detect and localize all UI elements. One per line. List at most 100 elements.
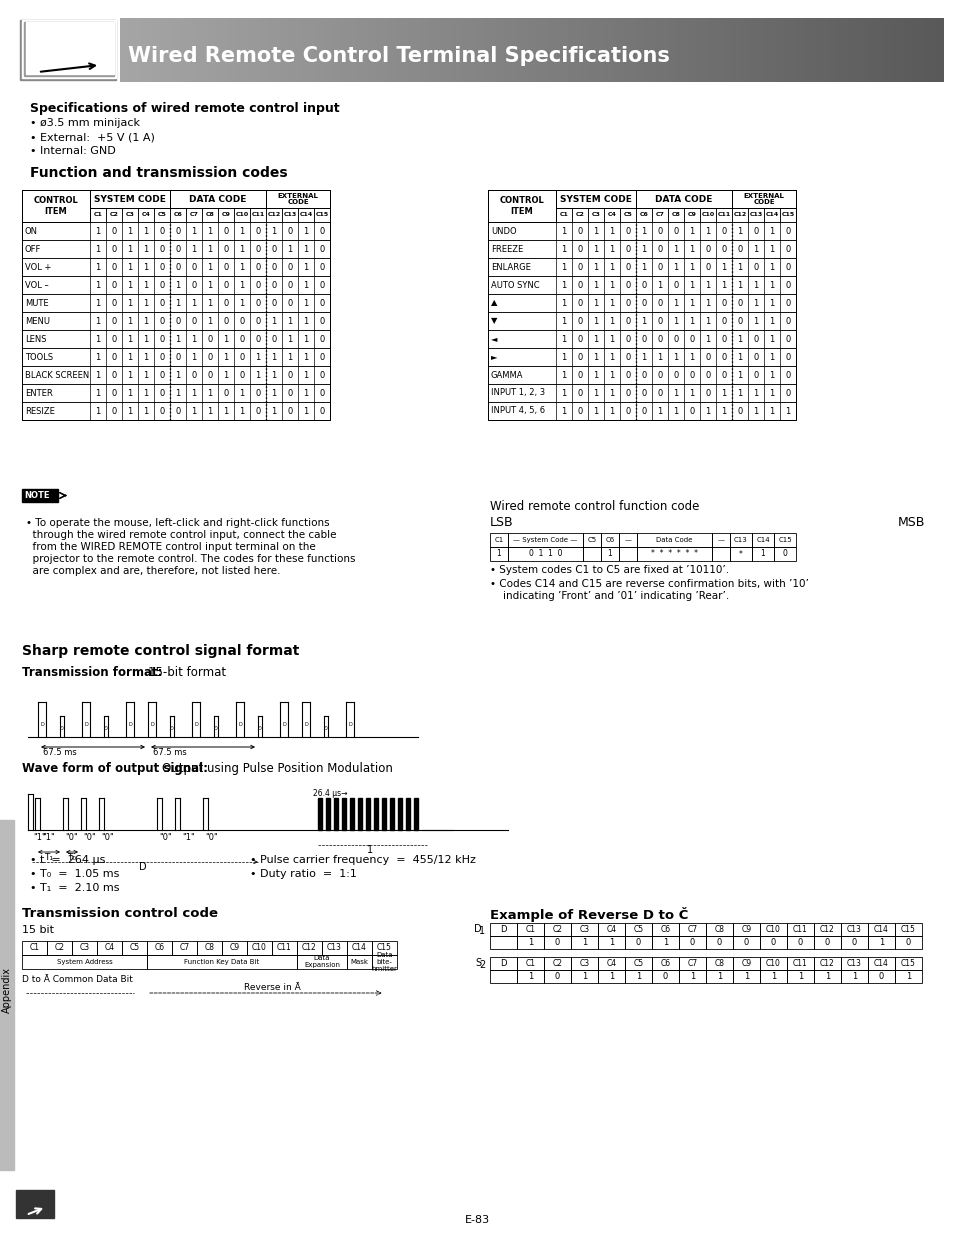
Bar — [488, 348, 795, 366]
Text: INPUT 4, 5, 6: INPUT 4, 5, 6 — [491, 406, 544, 415]
Bar — [153, 207, 170, 222]
Bar — [266, 190, 330, 207]
Text: 1: 1 — [704, 406, 710, 415]
Bar — [517, 936, 543, 948]
Text: C9: C9 — [740, 960, 751, 968]
Bar — [488, 294, 795, 312]
Text: 0: 0 — [319, 335, 324, 343]
Text: 0: 0 — [159, 316, 165, 326]
Text: 1: 1 — [207, 299, 213, 308]
Text: 1: 1 — [609, 226, 614, 236]
Bar — [813, 957, 841, 969]
Text: 0: 0 — [625, 245, 630, 253]
Text: 0: 0 — [223, 280, 229, 289]
Text: C6: C6 — [639, 212, 648, 217]
Text: S: S — [475, 958, 480, 968]
Text: Data Code: Data Code — [656, 537, 692, 543]
Text: 1: 1 — [560, 263, 566, 272]
Text: 1: 1 — [609, 352, 614, 362]
Bar — [636, 190, 731, 207]
Text: C10: C10 — [765, 925, 781, 934]
Text: BLACK SCREEN: BLACK SCREEN — [25, 370, 90, 379]
Text: 0: 0 — [640, 335, 646, 343]
Text: 1: 1 — [560, 299, 566, 308]
Text: 1: 1 — [95, 370, 100, 379]
Bar — [266, 207, 282, 222]
Bar — [350, 798, 354, 830]
Text: 1: 1 — [128, 352, 132, 362]
Text: C12: C12 — [820, 925, 834, 934]
Text: 1: 1 — [657, 406, 662, 415]
Text: D: D — [474, 925, 481, 935]
Text: 1: 1 — [673, 352, 678, 362]
Bar — [763, 207, 780, 222]
Bar — [651, 957, 679, 969]
Text: 1: 1 — [175, 389, 180, 398]
Text: 1: 1 — [609, 280, 614, 289]
Text: C1: C1 — [525, 960, 535, 968]
Text: 1: 1 — [192, 335, 196, 343]
Text: Đ: Đ — [258, 726, 262, 731]
Text: Example of Reverse D to Č: Example of Reverse D to Č — [490, 906, 688, 923]
Text: 0: 0 — [851, 939, 856, 947]
Bar — [780, 207, 795, 222]
Text: 0: 0 — [662, 972, 667, 981]
Text: C3: C3 — [126, 212, 134, 217]
Bar — [773, 534, 795, 547]
Bar — [760, 957, 786, 969]
Text: 1: 1 — [636, 972, 640, 981]
Text: C9: C9 — [740, 925, 751, 934]
Text: AUTO SYNC: AUTO SYNC — [491, 280, 539, 289]
Text: 1: 1 — [768, 245, 774, 253]
Text: 0: 0 — [239, 335, 244, 343]
Text: 1: 1 — [689, 299, 694, 308]
Bar — [22, 312, 330, 330]
Text: 1: 1 — [743, 972, 748, 981]
Text: DATA CODE: DATA CODE — [655, 194, 712, 204]
Text: 1: 1 — [128, 389, 132, 398]
Text: 1: 1 — [768, 370, 774, 379]
Bar — [651, 936, 679, 948]
Text: 1: 1 — [497, 550, 501, 558]
Bar — [218, 207, 233, 222]
Text: 0: 0 — [271, 299, 276, 308]
Text: 0: 0 — [720, 335, 726, 343]
Bar — [22, 240, 330, 258]
Text: 1: 1 — [303, 263, 309, 272]
Text: 0: 0 — [192, 280, 196, 289]
Text: 1: 1 — [287, 316, 293, 326]
Text: • Duty ratio  =  1:1: • Duty ratio = 1:1 — [250, 869, 356, 879]
Text: 0: 0 — [577, 245, 582, 253]
Text: Transmission format:: Transmission format: — [22, 666, 162, 679]
Text: 0: 0 — [223, 389, 229, 398]
Bar — [637, 534, 711, 547]
Text: 1: 1 — [560, 406, 566, 415]
Text: 0: 0 — [555, 939, 559, 947]
Text: 1: 1 — [593, 370, 598, 379]
Bar — [488, 190, 556, 222]
Bar — [651, 207, 667, 222]
Text: 0: 0 — [287, 299, 293, 308]
Text: 0: 0 — [175, 316, 180, 326]
Text: 1: 1 — [593, 299, 598, 308]
Text: C13: C13 — [327, 944, 341, 952]
Text: CONTROL
ITEM: CONTROL ITEM — [33, 196, 78, 216]
Text: 1: 1 — [768, 352, 774, 362]
Text: 0: 0 — [625, 280, 630, 289]
Text: 0: 0 — [784, 370, 790, 379]
Text: 0: 0 — [640, 299, 646, 308]
Text: "0": "0" — [159, 832, 172, 842]
Text: 1: 1 — [609, 389, 614, 398]
Text: SYSTEM CODE: SYSTEM CODE — [94, 194, 166, 204]
Bar — [867, 936, 894, 948]
Text: 0: 0 — [577, 299, 582, 308]
Text: ►: ► — [491, 352, 497, 362]
Text: 0: 0 — [784, 352, 790, 362]
Text: 0: 0 — [720, 352, 726, 362]
Text: 1: 1 — [239, 389, 244, 398]
Text: VOL +: VOL + — [25, 263, 51, 272]
Text: 0: 0 — [784, 280, 790, 289]
Bar — [326, 798, 330, 830]
Text: C8: C8 — [204, 944, 214, 952]
Text: • To operate the mouse, left-click and right-click functions: • To operate the mouse, left-click and r… — [26, 517, 330, 529]
